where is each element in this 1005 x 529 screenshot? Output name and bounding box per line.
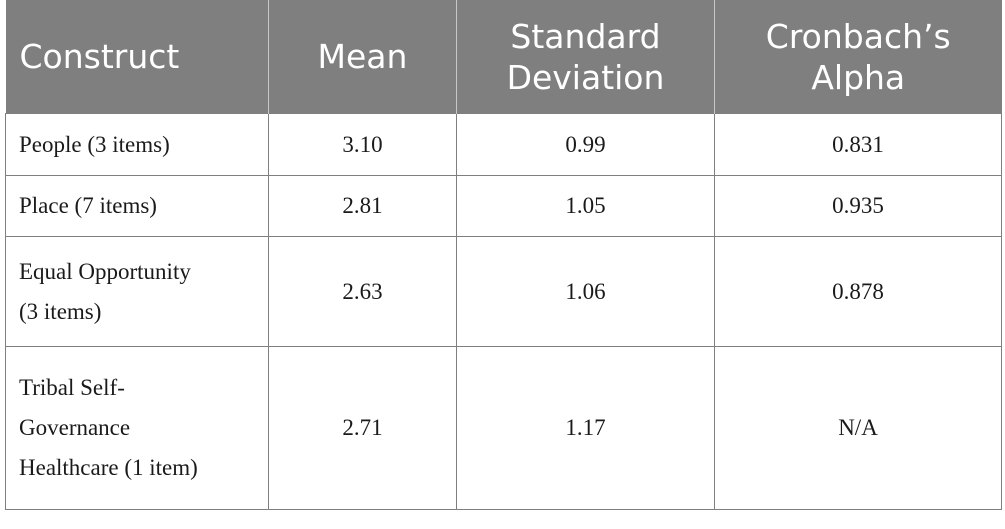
header-sd-line-1: Standard xyxy=(510,16,661,56)
header-mean: Mean xyxy=(268,0,457,114)
mean-cell: 3.10 xyxy=(268,113,457,176)
alpha-cell: 0.935 xyxy=(714,175,1002,237)
header-alpha-line-1: Cronbach’s xyxy=(765,16,951,56)
header-alpha-line-2: Alpha xyxy=(811,57,906,97)
table-row: Place (7 items) 2.81 1.05 0.935 xyxy=(5,175,1002,237)
construct-cell: Place (7 items) xyxy=(5,175,269,237)
header-sd-line-2: Deviation xyxy=(506,57,665,97)
descriptive-statistics-table: Construct Mean Standard Deviation Cronba… xyxy=(5,0,1002,510)
construct-label: Place (7 items) xyxy=(19,193,157,218)
construct-cell: Tribal Self- Governance Healthcare (1 it… xyxy=(5,346,269,510)
mean-cell: 2.81 xyxy=(268,175,457,237)
header-mean-text: Mean xyxy=(317,37,408,76)
construct-cell: Equal Opportunity (3 items) xyxy=(5,236,269,347)
alpha-cell: 0.878 xyxy=(714,236,1002,347)
header-row: Construct Mean Standard Deviation Cronba… xyxy=(5,0,1002,114)
construct-label-line-1: Tribal Self- xyxy=(19,375,125,400)
sd-cell: 0.99 xyxy=(456,113,715,176)
header-construct-text: Construct xyxy=(19,37,180,76)
alpha-cell: N/A xyxy=(714,346,1002,510)
construct-label-line-2: Governance xyxy=(19,415,131,440)
construct-label: People (3 items) xyxy=(19,131,170,157)
table-row: Equal Opportunity (3 items) 2.63 1.06 0.… xyxy=(5,236,1002,347)
table-row: People (3 items) 3.10 0.99 0.831 xyxy=(5,113,1002,176)
sd-cell: 1.17 xyxy=(456,346,715,510)
table-row: Tribal Self- Governance Healthcare (1 it… xyxy=(5,346,1002,510)
construct-cell: People (3 items) xyxy=(5,113,269,176)
mean-cell: 2.63 xyxy=(268,236,457,347)
header-standard-deviation: Standard Deviation xyxy=(456,0,715,114)
header-cronbachs-alpha: Cronbach’s Alpha xyxy=(714,0,1002,114)
construct-label-line-1: Equal Opportunity xyxy=(19,258,191,284)
header-construct: Construct xyxy=(5,0,269,114)
alpha-cell: 0.831 xyxy=(714,113,1002,176)
mean-cell: 2.71 xyxy=(268,346,457,510)
construct-label-line-2: (3 items) xyxy=(19,298,102,324)
sd-cell: 1.05 xyxy=(456,175,715,237)
construct-label-line-3: Healthcare (1 item) xyxy=(19,455,198,480)
sd-cell: 1.06 xyxy=(456,236,715,347)
